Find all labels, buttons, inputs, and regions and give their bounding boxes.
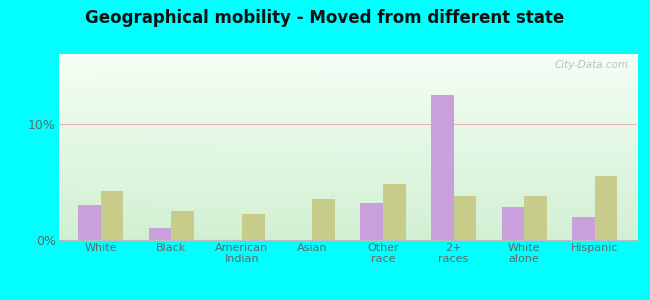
Text: City-Data.com: City-Data.com <box>554 60 629 70</box>
Bar <box>172 211 194 240</box>
Bar <box>572 217 595 240</box>
Bar <box>78 205 101 240</box>
Bar <box>313 199 335 240</box>
Bar <box>149 228 172 240</box>
Text: Geographical mobility - Moved from different state: Geographical mobility - Moved from diffe… <box>85 9 565 27</box>
Bar <box>502 208 524 240</box>
Bar <box>595 176 618 240</box>
Bar <box>361 203 383 240</box>
Bar <box>101 191 124 240</box>
Bar <box>524 196 547 240</box>
Bar <box>383 184 406 240</box>
Bar <box>242 214 265 240</box>
Bar <box>431 95 454 240</box>
Bar <box>454 196 476 240</box>
